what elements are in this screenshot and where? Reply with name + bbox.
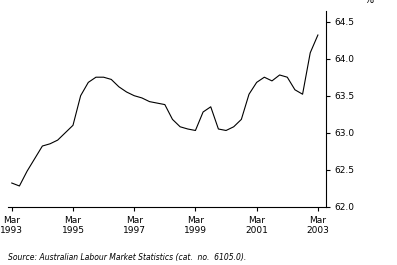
Text: Source: Australian Labour Market Statistics (cat.  no.  6105.0).: Source: Australian Labour Market Statist… — [8, 253, 246, 262]
Text: %: % — [364, 0, 374, 5]
